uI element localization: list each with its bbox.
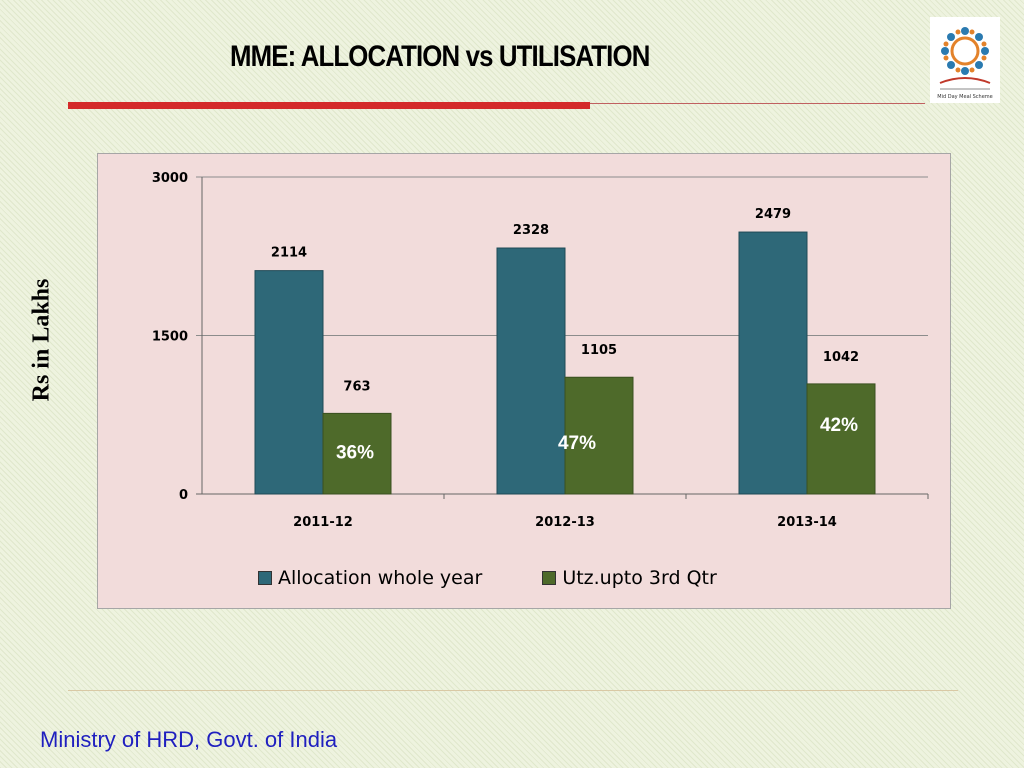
y-axis-title: Rs in Lakhs bbox=[28, 278, 55, 402]
chart-area: 0 1500 3000 2011-12 2114 763 36% 2012-13 2328 110… bbox=[97, 153, 951, 609]
percent-label: 36% bbox=[336, 442, 374, 463]
percent-label: 42% bbox=[820, 415, 858, 436]
logo-caption: Mid Day Meal Scheme bbox=[937, 94, 992, 100]
bar-allocation bbox=[738, 231, 808, 495]
bar-chart: 0 1500 3000 2011-12 2114 763 36% 2012-13 2328 110… bbox=[152, 171, 929, 530]
mid-day-meal-logo: Mid Day Meal Scheme bbox=[930, 17, 1000, 103]
legend-item-utilisation: Utz.upto 3rd Qtr bbox=[542, 567, 717, 589]
bar-utilisation bbox=[322, 412, 392, 495]
data-label: 2114 bbox=[271, 246, 307, 261]
data-label: 2328 bbox=[513, 223, 549, 238]
slide-title: MME: ALLOCATION vs UTILISATION bbox=[230, 40, 650, 73]
legend-label-allocation: Allocation whole year bbox=[278, 567, 483, 589]
x-tick-label: 2013-14 bbox=[777, 515, 837, 530]
bar-utilisation bbox=[564, 376, 634, 495]
x-tick-label: 2012-13 bbox=[535, 515, 595, 530]
data-label: 1042 bbox=[823, 350, 859, 365]
data-label: 763 bbox=[343, 379, 370, 394]
data-label: 1105 bbox=[581, 343, 617, 358]
bar-utilisation bbox=[806, 383, 876, 495]
bar-allocation bbox=[254, 270, 324, 495]
x-tick-label: 2011-12 bbox=[293, 515, 353, 530]
footer-rule bbox=[68, 690, 958, 691]
y-tick-label: 1500 bbox=[152, 330, 188, 345]
y-tick-label: 3000 bbox=[152, 171, 188, 186]
footer-text: Ministry of HRD, Govt. of India bbox=[40, 727, 338, 752]
title-thin-rule bbox=[590, 103, 925, 104]
data-label: 2479 bbox=[755, 207, 791, 222]
y-tick-label: 0 bbox=[179, 488, 188, 503]
legend-item-allocation: Allocation whole year bbox=[258, 567, 482, 589]
bar-allocation bbox=[496, 247, 566, 495]
legend-label-utilisation: Utz.upto 3rd Qtr bbox=[562, 567, 717, 589]
legend-swatch-utilisation bbox=[542, 571, 557, 585]
chart-legend: Allocation whole year Utz.upto 3rd Qtr bbox=[258, 564, 717, 592]
legend-swatch-allocation bbox=[258, 571, 272, 585]
percent-label: 47% bbox=[558, 433, 596, 454]
title-red-rule bbox=[68, 102, 590, 109]
